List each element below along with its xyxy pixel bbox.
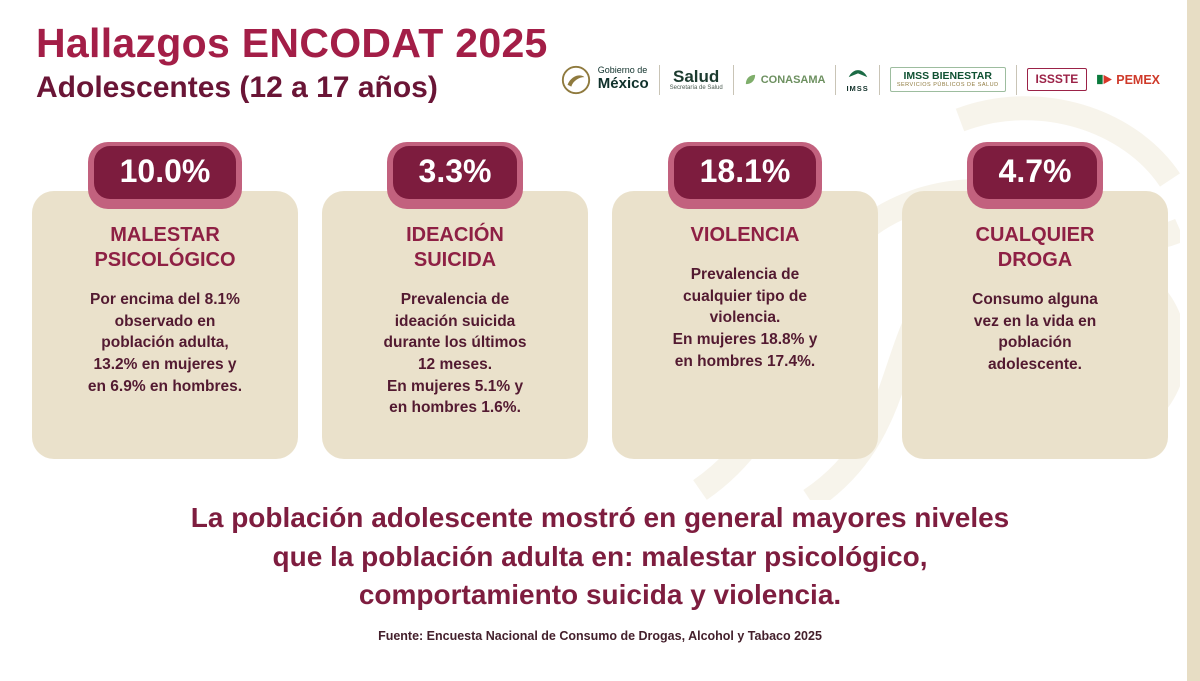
stat-value: 10.0% [93,146,237,199]
imss-wordmark: IMSS [846,84,869,93]
pemex-mark-icon [1097,74,1113,85]
stat-value: 3.3% [392,146,518,199]
card-description: Prevalencia de cualquier tipo de violenc… [672,266,818,370]
stat-card-malestar-psicologico: 10.0% MALESTAR PSICOLÓGICO Por encima de… [32,142,298,459]
logo-separator [878,64,880,95]
card-title: VIOLENCIA [690,224,800,246]
logo-separator [732,64,734,95]
logo-conasama: CONASAMA [744,73,826,86]
logo-imss-bienestar: IMSS BIENESTAR SERVICIOS PÚBLICOS DE SAL… [889,66,1006,93]
logo-separator [1015,64,1017,95]
stat-badge: 3.3% [386,142,524,209]
logo-issste: ISSSTE [1026,67,1088,92]
card-description: Por encima del 8.1% observado en poblaci… [87,291,243,395]
logo-separator [658,64,660,95]
pemex-wordmark: PEMEX [1116,72,1160,87]
page-title: Hallazgos ENCODAT 2025 [36,20,548,66]
logo-salud: Salud Secretaría de Salud [670,68,723,91]
card-description: Prevalencia de ideación suicida durante … [383,291,527,417]
stat-value: 18.1% [673,146,817,199]
imss-bienestar-wordmark: IMSS BIENESTAR [903,69,992,82]
stat-badge: 4.7% [966,142,1104,209]
imss-eagle-icon [848,70,867,78]
badge-row: 10.0% [48,142,282,209]
badge-row: 4.7% [918,142,1152,209]
stat-card-ideacion-suicida: 3.3% IDEACIÓN SUICIDA Prevalencia de ide… [322,142,588,459]
card-title: CUALQUIER DROGA [975,224,1095,271]
salud-subtext: Secretaría de Salud [669,85,723,91]
logo-imss: IMSS [846,66,868,93]
stat-card-cualquier-droga: 4.7% CUALQUIER DROGA Consumo alguna vez … [902,142,1168,459]
imss-bienestar-subtext: SERVICIOS PÚBLICOS DE SALUD [896,82,999,89]
badge-row: 18.1% [628,142,862,209]
salud-wordmark: Salud [673,67,720,86]
stat-value: 4.7% [972,146,1098,199]
card-description: Consumo alguna vez en la vida en poblaci… [972,291,1098,374]
eagle-emblem-icon [561,65,590,94]
gobierno-line2: México [597,75,649,93]
card-title: MALESTAR PSICOLÓGICO [94,224,236,271]
logo-pemex: PEMEX [1097,73,1160,87]
stat-badge: 10.0% [87,142,243,209]
page-subtitle: Adolescentes (12 a 17 años) [36,71,438,104]
issste-wordmark: ISSSTE [1035,71,1079,86]
conasama-leaf-icon [745,74,755,85]
gobierno-text: Gobierno de México [597,65,649,93]
logo-separator [835,64,837,95]
summary-text: La población adolescente mostró en gener… [190,502,1010,611]
title-block: Hallazgos ENCODAT 2025 Adolescentes (12 … [36,20,548,105]
stat-badge: 18.1% [667,142,823,209]
stat-cards-row: 10.0% MALESTAR PSICOLÓGICO Por encima de… [32,142,1168,459]
card-title: IDEACIÓN SUICIDA [406,224,504,271]
logo-gobierno-mexico: Gobierno de México [560,64,649,96]
conasama-wordmark: CONASAMA [760,73,826,86]
stat-card-violencia: 18.1% VIOLENCIA Prevalencia de cualquier… [612,142,878,459]
header: Hallazgos ENCODAT 2025 Adolescentes (12 … [0,0,1200,105]
source-text: Fuente: Encuesta Nacional de Consumo de … [378,628,822,643]
right-edge-strip [1187,0,1200,681]
badge-row: 3.3% [338,142,572,209]
logos-bar: Gobierno de México Salud Secretaría de S… [560,54,1160,105]
gobierno-line1: Gobierno de [597,65,648,76]
